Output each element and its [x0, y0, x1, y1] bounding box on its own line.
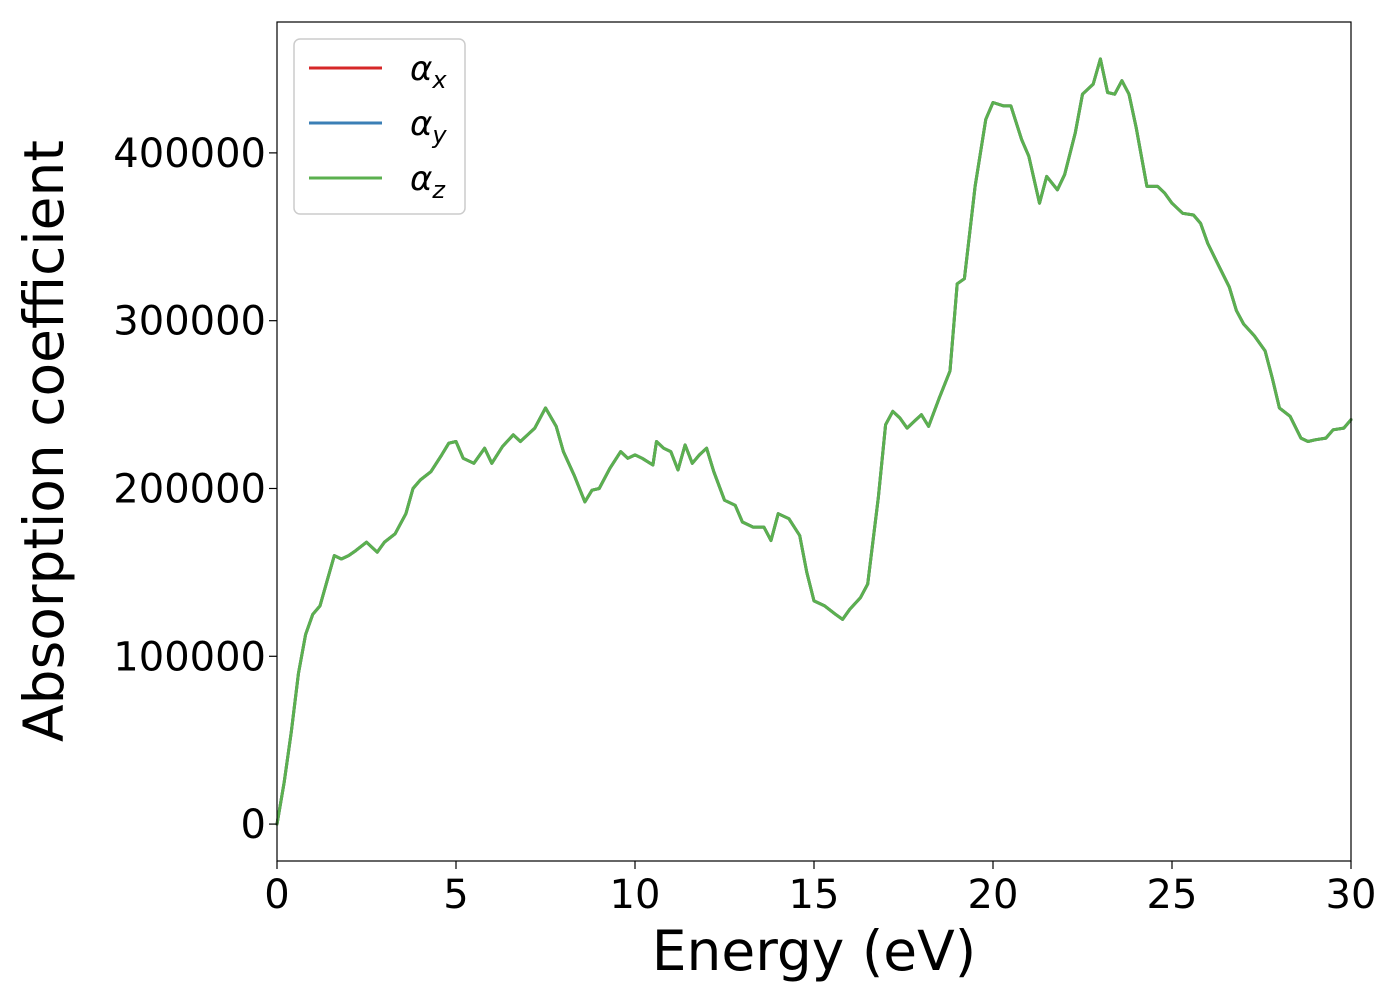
legend: αx αy αz	[293, 38, 466, 215]
legend-label-y: αy	[410, 104, 447, 149]
x-axis-title: Energy (eV)	[652, 919, 976, 983]
y-tick-label: 0	[241, 802, 266, 848]
x-tick-label: 15	[789, 872, 840, 918]
y-tick-label: 300000	[113, 299, 266, 345]
y-tick-label: 100000	[113, 634, 266, 680]
x-tick-label: 20	[968, 872, 1019, 918]
x-tick-label: 10	[610, 872, 661, 918]
series-line-z	[275, 57, 1353, 826]
x-tick-label: 25	[1147, 872, 1198, 918]
y-tick-label: 400000	[113, 131, 266, 177]
x-tick-label: 0	[264, 872, 289, 918]
legend-box	[293, 38, 466, 215]
plot-area	[275, 57, 1353, 826]
x-tick-label: 30	[1326, 872, 1377, 918]
y-axis: 0 100000 200000 300000 400000	[113, 131, 277, 848]
y-axis-title: Absorption coefficient	[12, 140, 76, 742]
legend-label-x: αx	[410, 49, 447, 94]
x-tick-label: 5	[443, 872, 468, 918]
x-axis: 0 5 10 15 20 25 30	[264, 861, 1376, 918]
y-tick-label: 200000	[113, 466, 266, 512]
legend-label-z: αz	[410, 159, 446, 204]
